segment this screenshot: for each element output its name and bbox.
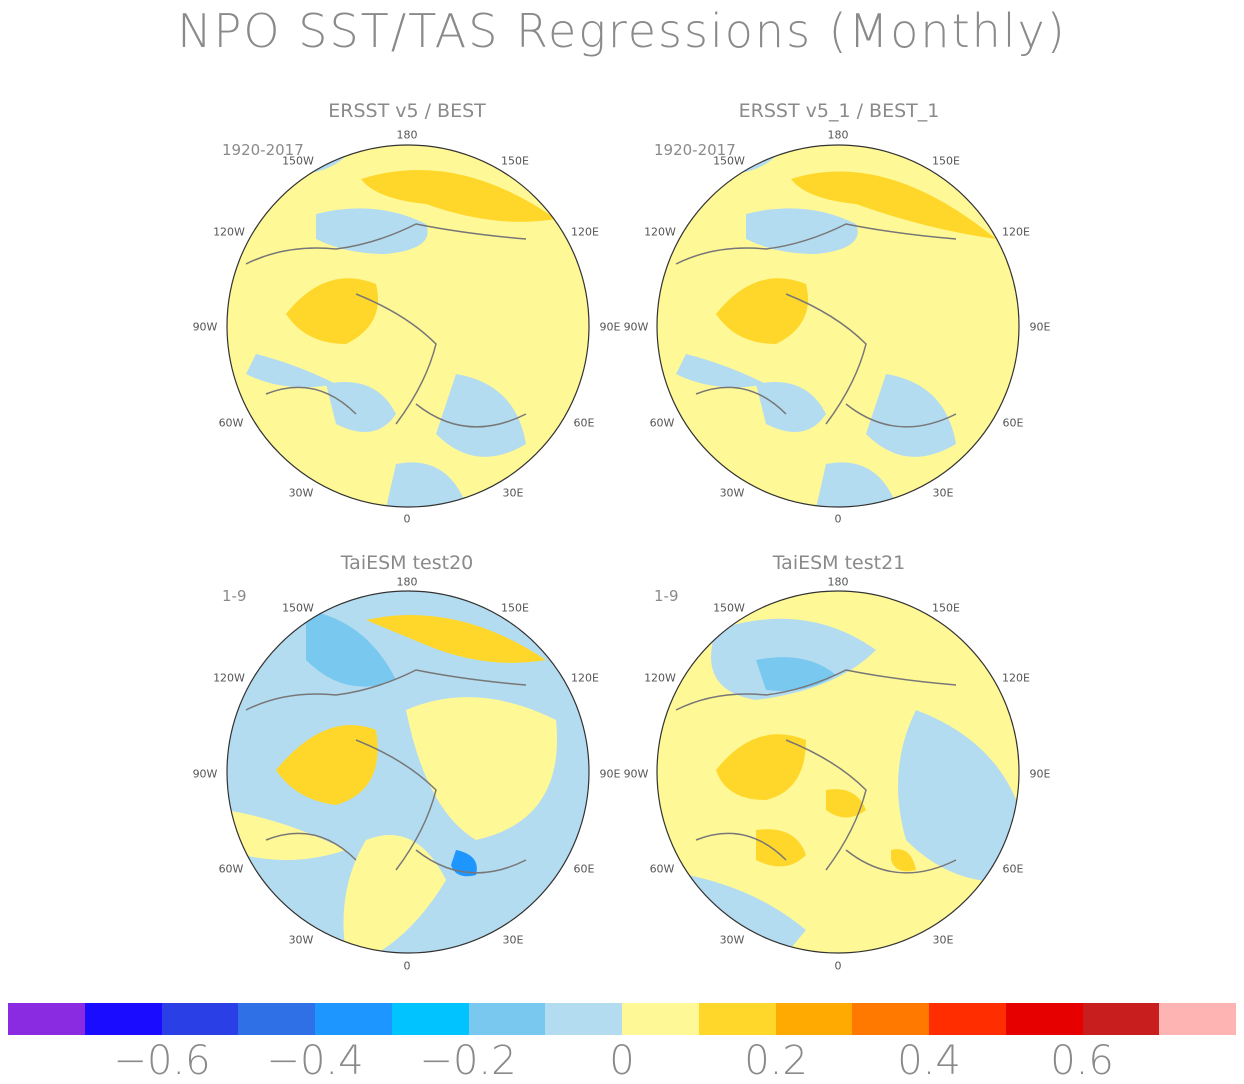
panel-1-map <box>226 144 590 508</box>
p4-lon-150e: 150E <box>932 601 960 615</box>
p2-lon-30w: 30W <box>719 486 745 500</box>
colorbar-swatch <box>929 1003 1006 1035</box>
p1-lon-60w: 60W <box>218 416 244 430</box>
colorbar-swatch <box>391 1003 469 1035</box>
p4-lon-90e: 90E <box>1029 767 1051 781</box>
colorbar-label-06: 0.6 <box>1050 1038 1114 1084</box>
p3-lon-150w: 150W <box>282 601 314 615</box>
colorbar-label-04: 0.4 <box>897 1038 961 1084</box>
colorbar-label-neg02: −0.2 <box>419 1038 517 1084</box>
p2-lon-150w: 150W <box>713 154 745 168</box>
panel-4-title: TaiESM test21 <box>772 552 906 574</box>
p3-lon-90w: 90W <box>192 767 218 781</box>
p3-lon-30e: 30E <box>502 933 524 947</box>
p1-lon-60e: 60E <box>573 416 595 430</box>
p2-lon-150e: 150E <box>932 154 960 168</box>
p2-lon-90e: 90E <box>1029 320 1051 334</box>
p1-lon-150e: 150E <box>501 154 529 168</box>
p1-lon-150w: 150W <box>282 154 314 168</box>
p2-lon-30e: 30E <box>932 486 954 500</box>
colorbar-swatch <box>315 1003 392 1035</box>
p3-lon-120e: 120E <box>571 671 599 685</box>
p4-lon-60e: 60E <box>1002 862 1024 876</box>
colorbar-swatch <box>238 1003 315 1035</box>
p1-lon-90e: 90E <box>599 320 621 334</box>
p4-lon-150w: 150W <box>713 601 745 615</box>
panel-1-title: ERSST v5 / BEST <box>328 100 486 122</box>
p3-lon-60w: 60W <box>218 862 244 876</box>
panel-1-period: 1920-2017 <box>222 141 304 159</box>
colorbar-swatch <box>698 1003 776 1035</box>
colorbar-label-zero: 0 <box>609 1038 635 1084</box>
p3-lon-120w: 120W <box>213 671 245 685</box>
panel-2-title: ERSST v5_1 / BEST_1 <box>738 100 940 122</box>
colorbar-swatch <box>468 1003 546 1035</box>
p1-lon-30w: 30W <box>288 486 314 500</box>
colorbar-swatch <box>161 1003 239 1035</box>
p3-lon-30w: 30W <box>288 933 314 947</box>
panel-3-period: 1-9 <box>222 587 247 605</box>
p3-lon-180: 180 <box>396 575 418 589</box>
panel-4-map <box>656 590 1020 954</box>
p4-lon-120e: 120E <box>1002 671 1030 685</box>
p2-lon-120w: 120W <box>644 225 676 239</box>
colorbar-swatch <box>622 1003 699 1035</box>
p1-lon-180: 180 <box>396 128 418 142</box>
p3-lon-0: 0 <box>403 959 411 973</box>
colorbar-swatch <box>852 1003 929 1035</box>
p3-lon-60e: 60E <box>573 862 595 876</box>
panel-4-period: 1-9 <box>654 587 679 605</box>
colorbar-swatch <box>8 1003 85 1035</box>
p1-lon-30e: 30E <box>502 486 524 500</box>
p4-lon-30e: 30E <box>932 933 954 947</box>
colorbar-label-02: 0.2 <box>744 1038 808 1084</box>
p2-lon-60w: 60W <box>649 416 675 430</box>
colorbar-swatch <box>775 1003 853 1035</box>
p4-lon-180: 180 <box>827 575 849 589</box>
colorbar-label-neg06: −0.6 <box>113 1038 211 1084</box>
p1-lon-120w: 120W <box>213 225 245 239</box>
colorbar-swatch <box>1005 1003 1083 1035</box>
p2-lon-120e: 120E <box>1002 225 1030 239</box>
p4-lon-60w: 60W <box>649 862 675 876</box>
colorbar-swatch <box>1082 1003 1160 1035</box>
p2-lon-90w: 90W <box>623 320 649 334</box>
colorbar <box>8 1003 1236 1035</box>
p2-lon-60e: 60E <box>1002 416 1024 430</box>
colorbar-swatch <box>545 1003 622 1035</box>
p3-lon-90e: 90E <box>599 767 621 781</box>
panel-3-title: TaiESM test20 <box>340 552 474 574</box>
p3-lon-150e: 150E <box>501 601 529 615</box>
p1-lon-90w: 90W <box>192 320 218 334</box>
figure-title: NPO SST/TAS Regressions (Monthly) <box>177 4 1067 58</box>
p4-lon-90w: 90W <box>623 767 649 781</box>
p4-lon-0: 0 <box>834 959 842 973</box>
panel-3-map <box>226 590 590 954</box>
p2-lon-180: 180 <box>827 128 849 142</box>
p1-lon-0: 0 <box>403 512 411 526</box>
p1-lon-120e: 120E <box>571 225 599 239</box>
colorbar-swatch <box>84 1003 162 1035</box>
panel-2-period: 1920-2017 <box>654 141 736 159</box>
p4-lon-120w: 120W <box>644 671 676 685</box>
colorbar-label-neg04: −0.4 <box>266 1038 364 1084</box>
p2-lon-0: 0 <box>834 512 842 526</box>
p4-lon-30w: 30W <box>719 933 745 947</box>
colorbar-swatch <box>1159 1003 1236 1035</box>
panel-2-map <box>656 144 1020 508</box>
